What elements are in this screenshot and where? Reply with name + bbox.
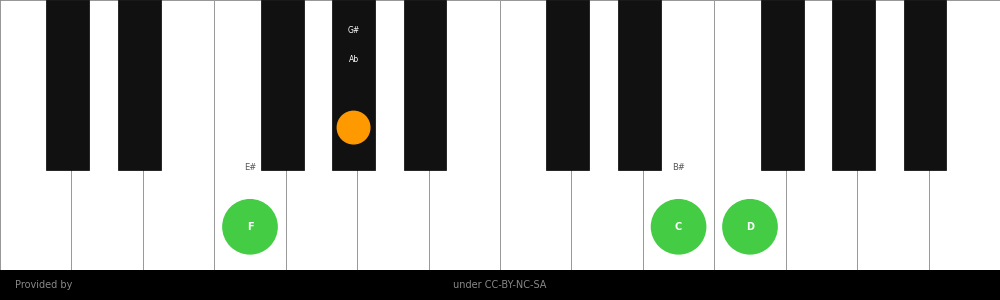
Bar	[832, 0, 875, 170]
Bar	[143, 0, 214, 270]
Bar	[761, 0, 804, 170]
Bar	[857, 0, 929, 270]
Bar	[571, 0, 643, 270]
Circle shape	[723, 200, 777, 254]
Text: D: D	[746, 222, 754, 232]
Bar	[618, 0, 661, 170]
Bar	[404, 0, 446, 170]
Circle shape	[651, 200, 706, 254]
Bar	[261, 0, 304, 170]
Text: Provided by: Provided by	[15, 280, 72, 290]
Bar	[357, 0, 429, 270]
Bar	[214, 0, 286, 270]
Bar	[786, 0, 857, 270]
Bar	[0, 0, 71, 270]
Bar	[643, 0, 714, 270]
Bar	[118, 0, 161, 170]
Text: under CC-BY-NC-SA: under CC-BY-NC-SA	[453, 280, 547, 290]
Text: B#: B#	[672, 163, 685, 172]
Bar	[429, 0, 500, 270]
Circle shape	[223, 200, 277, 254]
Text: F: F	[247, 222, 253, 232]
Bar	[332, 0, 375, 170]
Text: G#: G#	[347, 26, 360, 35]
Bar	[46, 0, 89, 170]
Bar	[929, 0, 1000, 270]
Bar	[904, 0, 946, 170]
Text: C: C	[675, 222, 682, 232]
Text: Ab: Ab	[349, 55, 359, 64]
Bar	[714, 0, 786, 270]
Bar	[546, 0, 589, 170]
Circle shape	[337, 111, 370, 144]
Bar	[500, 0, 571, 270]
Bar	[286, 0, 357, 270]
Bar	[0, 270, 1000, 300]
Bar	[71, 0, 143, 270]
Text: E#: E#	[244, 163, 256, 172]
